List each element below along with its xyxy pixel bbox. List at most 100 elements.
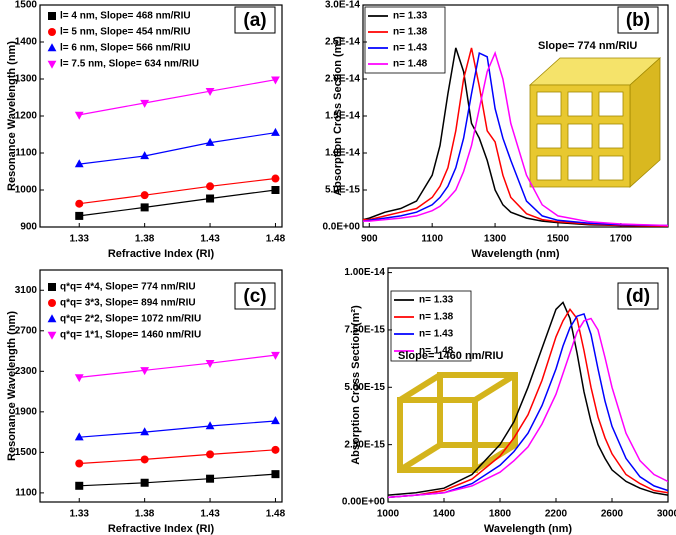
marker — [140, 427, 150, 436]
series-line — [79, 177, 276, 205]
marker — [74, 159, 84, 168]
y-tick-label: 7.50E-15 — [344, 325, 385, 336]
x-axis-title: Wavelength (nm) — [471, 248, 560, 260]
legend-label: l= 4 nm, Slope= 468 nm/RIU — [60, 11, 191, 22]
y-tick-label: 5.00E-15 — [344, 382, 385, 393]
x-tick-label: 2200 — [545, 509, 568, 520]
legend-label: q*q= 4*4, Slope= 774 nm/RIU — [60, 282, 196, 293]
legend-label: l= 7.5 nm, Slope= 634 nm/RIU — [60, 59, 199, 70]
y-tick-label: 900 — [20, 222, 37, 233]
series-line — [79, 79, 276, 116]
lattice-cube-illustration — [528, 57, 662, 188]
marker — [74, 432, 84, 441]
legend-label: q*q= 3*3, Slope= 894 nm/RIU — [60, 298, 196, 309]
marker — [75, 481, 84, 490]
marker — [271, 351, 280, 360]
legend-label: n= 1.48 — [393, 59, 428, 70]
legend-label: n= 1.48 — [419, 346, 454, 357]
panel-label-frame — [617, 282, 659, 310]
series-line — [363, 47, 668, 227]
series-line — [79, 449, 276, 465]
marker — [271, 470, 280, 479]
marker — [47, 60, 57, 69]
x-tick-label: 1000 — [377, 509, 400, 520]
x-tick-label: 900 — [361, 234, 378, 245]
legend-label: n= 1.43 — [419, 329, 454, 340]
marker — [271, 416, 280, 425]
y-tick-label: 1300 — [15, 74, 38, 85]
marker — [206, 194, 215, 203]
x-tick-label: 1.48 — [266, 509, 286, 520]
series-line — [79, 473, 276, 487]
y-tick-label: 2700 — [15, 325, 38, 336]
series-line — [79, 132, 276, 165]
y-tick-label: 1.5E-14 — [325, 111, 360, 122]
plot-frame — [39, 269, 283, 503]
x-tick-label: 1.33 — [70, 509, 90, 520]
legend-label: n= 1.33 — [419, 295, 454, 306]
legend-label: n= 1.33 — [393, 11, 428, 22]
y-axis-title: Absorption Cross Section (m²) — [332, 36, 344, 196]
series-line — [79, 189, 276, 217]
marker — [206, 182, 215, 191]
x-axis-title: Refractive Index (RI) — [108, 248, 215, 260]
marker — [271, 174, 280, 183]
legend-label: n= 1.38 — [419, 312, 454, 323]
marker — [271, 186, 280, 194]
marker — [205, 137, 215, 146]
marker — [271, 127, 280, 136]
wire-cube-illustration — [397, 372, 518, 473]
legend-label: n= 1.43 — [393, 43, 428, 54]
y-tick-label: 1100 — [15, 488, 37, 499]
legend-frame — [364, 6, 446, 74]
marker — [74, 374, 84, 383]
panel-label-frame — [234, 6, 276, 34]
y-axis-title: Resonance Wavelength (nm) — [6, 41, 18, 191]
y-tick-label: 3.0E-14 — [325, 0, 360, 11]
series-line — [388, 312, 668, 499]
series-line — [79, 354, 276, 378]
marker — [205, 421, 215, 430]
panel-label-frame — [234, 282, 276, 310]
y-axis-title: Absorption Cross Section (m²) — [350, 305, 362, 465]
x-axis-title: Wavelength (nm) — [484, 523, 573, 535]
plot-area — [74, 351, 280, 490]
y-tick-label: 2300 — [15, 366, 38, 377]
plot-area — [74, 76, 280, 220]
marker — [47, 331, 57, 340]
marker — [48, 299, 56, 307]
panel-label: (b) — [626, 10, 650, 31]
x-tick-label: 1700 — [610, 234, 633, 245]
series-line — [388, 307, 668, 499]
marker — [271, 445, 280, 454]
panel-label: (d) — [626, 286, 650, 307]
y-tick-label: 0.0E+00 — [322, 222, 360, 233]
x-tick-label: 1.33 — [70, 234, 90, 245]
y-tick-label: 1900 — [15, 406, 38, 417]
marker — [75, 211, 84, 220]
plot-area — [388, 301, 668, 499]
x-tick-label: 1.48 — [266, 234, 286, 245]
x-tick-label: 1.38 — [135, 509, 155, 520]
y-tick-label: 1.00E-14 — [344, 267, 385, 278]
marker — [140, 455, 149, 464]
panel-label-frame — [617, 6, 659, 34]
marker — [140, 367, 150, 376]
y-tick-label: 0.00E+00 — [342, 497, 386, 508]
y-tick-label: 1.0E-14 — [325, 148, 360, 159]
marker — [47, 43, 57, 52]
annotation: Slope= 774 nm/RIU — [538, 40, 637, 52]
series-line — [388, 301, 668, 496]
x-tick-label: 2600 — [601, 509, 624, 520]
marker — [74, 111, 84, 120]
marker — [205, 360, 215, 369]
marker — [48, 283, 56, 291]
marker — [206, 450, 215, 459]
y-tick-label: 1100 — [15, 148, 37, 159]
series-line — [363, 50, 668, 227]
x-axis-title: Refractive Index (RI) — [108, 523, 215, 535]
marker — [140, 99, 150, 108]
x-tick-label: 1800 — [489, 509, 512, 520]
